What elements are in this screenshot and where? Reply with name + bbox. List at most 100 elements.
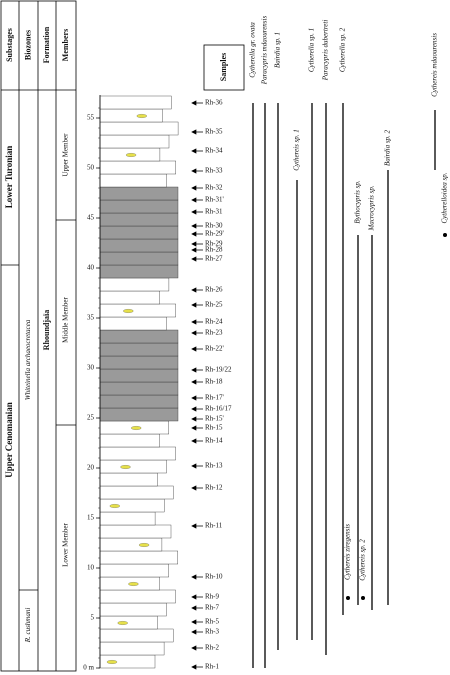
sample-label: Rh-17' xyxy=(205,394,224,402)
sample-label: Rh-23 xyxy=(205,329,223,337)
grain xyxy=(131,426,142,430)
sample-arrow xyxy=(191,223,203,229)
sample-label: Rh-26 xyxy=(205,286,223,294)
sample-arrow xyxy=(191,168,203,174)
bed xyxy=(99,238,179,253)
sample-label: Rh-12 xyxy=(205,484,223,492)
bed xyxy=(99,264,179,279)
sample-arrow xyxy=(191,619,203,625)
depth-label: 40 xyxy=(87,264,95,272)
sample-arrow xyxy=(191,100,203,106)
bed xyxy=(99,108,163,123)
bed xyxy=(99,615,158,630)
bed xyxy=(99,394,179,409)
bed xyxy=(99,121,179,136)
header-frame xyxy=(0,0,245,672)
bed xyxy=(99,459,167,474)
bed xyxy=(99,433,160,448)
column-header: Substages xyxy=(5,28,14,62)
bed xyxy=(99,628,174,643)
formation: Rhoundjaïa xyxy=(42,310,51,350)
species-name: Bythocypris sp. xyxy=(354,180,362,223)
species-name: Paracypris mdaourensis xyxy=(261,16,269,86)
depth-label: 5 xyxy=(91,614,95,622)
bed xyxy=(99,472,158,487)
grain xyxy=(123,309,134,313)
species-name: Bairdia sp. 1 xyxy=(274,32,282,68)
bed xyxy=(99,537,163,552)
sample-label: Rh-28 xyxy=(205,246,223,254)
grain xyxy=(125,153,137,157)
bed xyxy=(99,381,179,396)
sample-arrow xyxy=(191,319,203,325)
content: Substages Biozones Formation Members Lower T… xyxy=(4,16,449,672)
sample-label: Rh-29' xyxy=(205,230,224,238)
bed xyxy=(99,134,170,149)
member: Lower Member xyxy=(62,522,70,566)
sample-arrow xyxy=(191,485,203,491)
sample-label: Rh-35 xyxy=(205,128,223,136)
species-name: Cytherella sp. 1 xyxy=(308,28,316,72)
sample-label: Rh-13 xyxy=(205,462,223,470)
sample-label: Rh-16/17 xyxy=(205,405,232,413)
sample-label: Rh-34 xyxy=(205,147,223,155)
species-name: Cythereis sp. 2 xyxy=(359,539,367,581)
sample-arrow xyxy=(191,664,203,670)
bed xyxy=(99,303,176,318)
grain xyxy=(109,504,120,508)
sample-label: Rh-3 xyxy=(205,628,220,636)
bed xyxy=(99,368,179,383)
sample-label: Rh-24 xyxy=(205,318,223,326)
samples-title: Samples xyxy=(219,53,228,81)
sample-arrow xyxy=(191,438,203,444)
grain xyxy=(106,660,118,664)
species-name: Cytherella gr. ovata xyxy=(249,22,257,78)
species-occurrence xyxy=(361,596,365,600)
sample-label: Rh-5 xyxy=(205,618,220,626)
sample-label: Rh-7 xyxy=(205,604,220,612)
sample-label: Rh-9 xyxy=(205,593,220,601)
bed xyxy=(99,511,156,526)
bed xyxy=(99,550,179,565)
bed xyxy=(99,95,172,110)
bed xyxy=(99,277,170,292)
sample-label: Rh-27 xyxy=(205,255,223,263)
bed xyxy=(99,589,176,604)
grain xyxy=(138,543,150,547)
bed xyxy=(99,186,179,201)
depth-label: 10 xyxy=(87,564,95,572)
biozone: R. cushmani xyxy=(24,608,32,644)
biozone: Whiteinella archaeocretacea xyxy=(24,319,32,400)
sample-label: Rh-32 xyxy=(205,184,223,192)
bed xyxy=(99,160,177,175)
sample-arrow xyxy=(191,129,203,135)
sample-arrow xyxy=(191,574,203,580)
species-occurrence xyxy=(346,596,350,600)
depth-label: 25 xyxy=(87,414,95,422)
column-header: Biozones xyxy=(23,30,32,60)
depth-label: 50 xyxy=(87,164,95,172)
species-name: Cythereis ziregensis xyxy=(344,524,352,580)
depth-label: 55 xyxy=(87,114,95,122)
sample-label: Rh-29 xyxy=(205,240,223,248)
sample-label: Rh-18 xyxy=(205,378,223,386)
sample-label: Rh-15' xyxy=(205,415,224,423)
bed xyxy=(99,316,167,331)
sample-arrow xyxy=(191,416,203,422)
sample-arrow xyxy=(191,302,203,308)
bed xyxy=(99,563,169,578)
sample-arrow xyxy=(191,148,203,154)
sample-label: Rh-25 xyxy=(205,301,223,309)
sample-arrow xyxy=(191,645,203,651)
depth-label: 35 xyxy=(87,314,95,322)
bed xyxy=(99,602,167,617)
bed xyxy=(99,485,174,500)
sample-label: Rh-36 xyxy=(205,99,223,107)
sample-arrow xyxy=(191,287,203,293)
sample-arrow xyxy=(191,231,203,237)
species-name: Cythereis mdaourensis xyxy=(431,33,439,97)
member: Middle Member xyxy=(62,296,70,342)
depth-label: 20 xyxy=(87,464,95,472)
bed xyxy=(99,173,167,188)
